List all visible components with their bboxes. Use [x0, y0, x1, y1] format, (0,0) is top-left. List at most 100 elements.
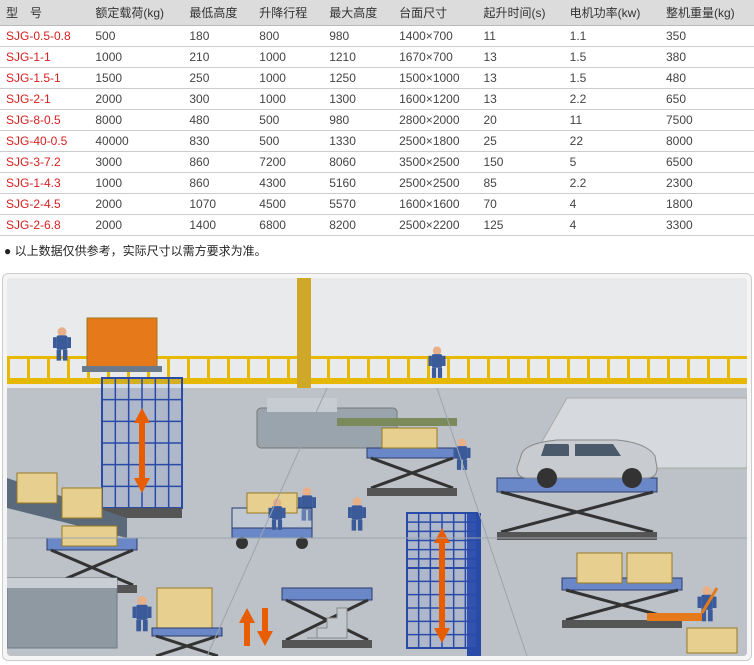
data-cell: 5570: [323, 194, 393, 215]
table-row: SJG-2-6.820001400680082002500×2200125433…: [0, 215, 754, 236]
data-cell: 1210: [323, 47, 393, 68]
data-cell: 1.1: [564, 26, 660, 47]
data-cell: 210: [183, 47, 253, 68]
data-cell: 1000: [89, 173, 183, 194]
data-cell: 6500: [660, 152, 754, 173]
data-cell: 4: [564, 194, 660, 215]
data-cell: 2800×2000: [393, 110, 477, 131]
col-header: 起升时间(s): [477, 0, 563, 26]
footnote-text: ● 以上数据仅供参考，实际尺寸以需方要求为准。: [0, 236, 754, 269]
table-row: SJG-2-12000300100013001600×1200132.2650: [0, 89, 754, 110]
data-cell: 1000: [253, 68, 323, 89]
data-cell: 4300: [253, 173, 323, 194]
spec-table: 型 号额定载荷(kg)最低高度升降行程最大高度台面尺寸起升时间(s)电机功率(k…: [0, 0, 754, 236]
model-cell: SJG-40-0.5: [0, 131, 89, 152]
col-header: 最低高度: [183, 0, 253, 26]
data-cell: 350: [660, 26, 754, 47]
data-cell: 125: [477, 215, 563, 236]
data-cell: 980: [323, 26, 393, 47]
data-cell: 1000: [253, 89, 323, 110]
data-cell: 5160: [323, 173, 393, 194]
data-cell: 500: [253, 131, 323, 152]
col-header: 额定载荷(kg): [89, 0, 183, 26]
data-cell: 4: [564, 215, 660, 236]
data-cell: 860: [183, 173, 253, 194]
table-row: SJG-3-7.23000860720080603500×25001505650…: [0, 152, 754, 173]
data-cell: 25: [477, 131, 563, 152]
data-cell: 2500×2200: [393, 215, 477, 236]
table-row: SJG-40-0.54000083050013302500×1800252280…: [0, 131, 754, 152]
model-cell: SJG-1-1: [0, 47, 89, 68]
data-cell: 1300: [323, 89, 393, 110]
data-cell: 11: [564, 110, 660, 131]
col-header: 台面尺寸: [393, 0, 477, 26]
data-cell: 300: [183, 89, 253, 110]
data-cell: 500: [253, 110, 323, 131]
data-cell: 11: [477, 26, 563, 47]
data-cell: 2300: [660, 173, 754, 194]
data-cell: 800: [253, 26, 323, 47]
table-row: SJG-8-0.580004805009802800×200020117500: [0, 110, 754, 131]
col-header: 整机重量(kg): [660, 0, 754, 26]
data-cell: 1500: [89, 68, 183, 89]
model-cell: SJG-1-4.3: [0, 173, 89, 194]
data-cell: 7500: [660, 110, 754, 131]
data-cell: 1.5: [564, 47, 660, 68]
data-cell: 860: [183, 152, 253, 173]
data-cell: 2000: [89, 89, 183, 110]
data-cell: 1.5: [564, 68, 660, 89]
table-row: SJG-0.5-0.85001808009801400×700111.1350: [0, 26, 754, 47]
data-cell: 8060: [323, 152, 393, 173]
data-cell: 650: [660, 89, 754, 110]
data-cell: 830: [183, 131, 253, 152]
col-header: 升降行程: [253, 0, 323, 26]
data-cell: 4500: [253, 194, 323, 215]
model-cell: SJG-8-0.5: [0, 110, 89, 131]
data-cell: 1330: [323, 131, 393, 152]
col-header: 最大高度: [323, 0, 393, 26]
data-cell: 2000: [89, 194, 183, 215]
data-cell: 5: [564, 152, 660, 173]
data-cell: 3500×2500: [393, 152, 477, 173]
data-cell: 7200: [253, 152, 323, 173]
data-cell: 1800: [660, 194, 754, 215]
data-cell: 8000: [89, 110, 183, 131]
data-cell: 3300: [660, 215, 754, 236]
data-cell: 3000: [89, 152, 183, 173]
col-header: 型 号: [0, 0, 89, 26]
table-row: SJG-1.5-11500250100012501500×1000131.548…: [0, 68, 754, 89]
model-cell: SJG-1.5-1: [0, 68, 89, 89]
data-cell: 13: [477, 68, 563, 89]
data-cell: 1400×700: [393, 26, 477, 47]
model-cell: SJG-0.5-0.8: [0, 26, 89, 47]
data-cell: 2.2: [564, 89, 660, 110]
data-cell: 480: [660, 68, 754, 89]
data-cell: 250: [183, 68, 253, 89]
model-cell: SJG-2-1: [0, 89, 89, 110]
data-cell: 150: [477, 152, 563, 173]
model-cell: SJG-2-6.8: [0, 215, 89, 236]
data-cell: 1670×700: [393, 47, 477, 68]
data-cell: 2500×2500: [393, 173, 477, 194]
data-cell: 8200: [323, 215, 393, 236]
data-cell: 1000: [89, 47, 183, 68]
data-cell: 40000: [89, 131, 183, 152]
data-cell: 8000: [660, 131, 754, 152]
illustration-frame: [2, 273, 752, 661]
data-cell: 500: [89, 26, 183, 47]
data-cell: 20: [477, 110, 563, 131]
data-cell: 980: [323, 110, 393, 131]
data-cell: 13: [477, 47, 563, 68]
data-cell: 1400: [183, 215, 253, 236]
data-cell: 2000: [89, 215, 183, 236]
table-row: SJG-2-4.520001070450055701600×1600704180…: [0, 194, 754, 215]
data-cell: 1000: [253, 47, 323, 68]
data-cell: 2.2: [564, 173, 660, 194]
model-cell: SJG-3-7.2: [0, 152, 89, 173]
table-row: SJG-1-11000210100012101670×700131.5380: [0, 47, 754, 68]
data-cell: 1600×1600: [393, 194, 477, 215]
col-header: 电机功率(kw): [564, 0, 660, 26]
data-cell: 1600×1200: [393, 89, 477, 110]
data-cell: 85: [477, 173, 563, 194]
data-cell: 13: [477, 89, 563, 110]
